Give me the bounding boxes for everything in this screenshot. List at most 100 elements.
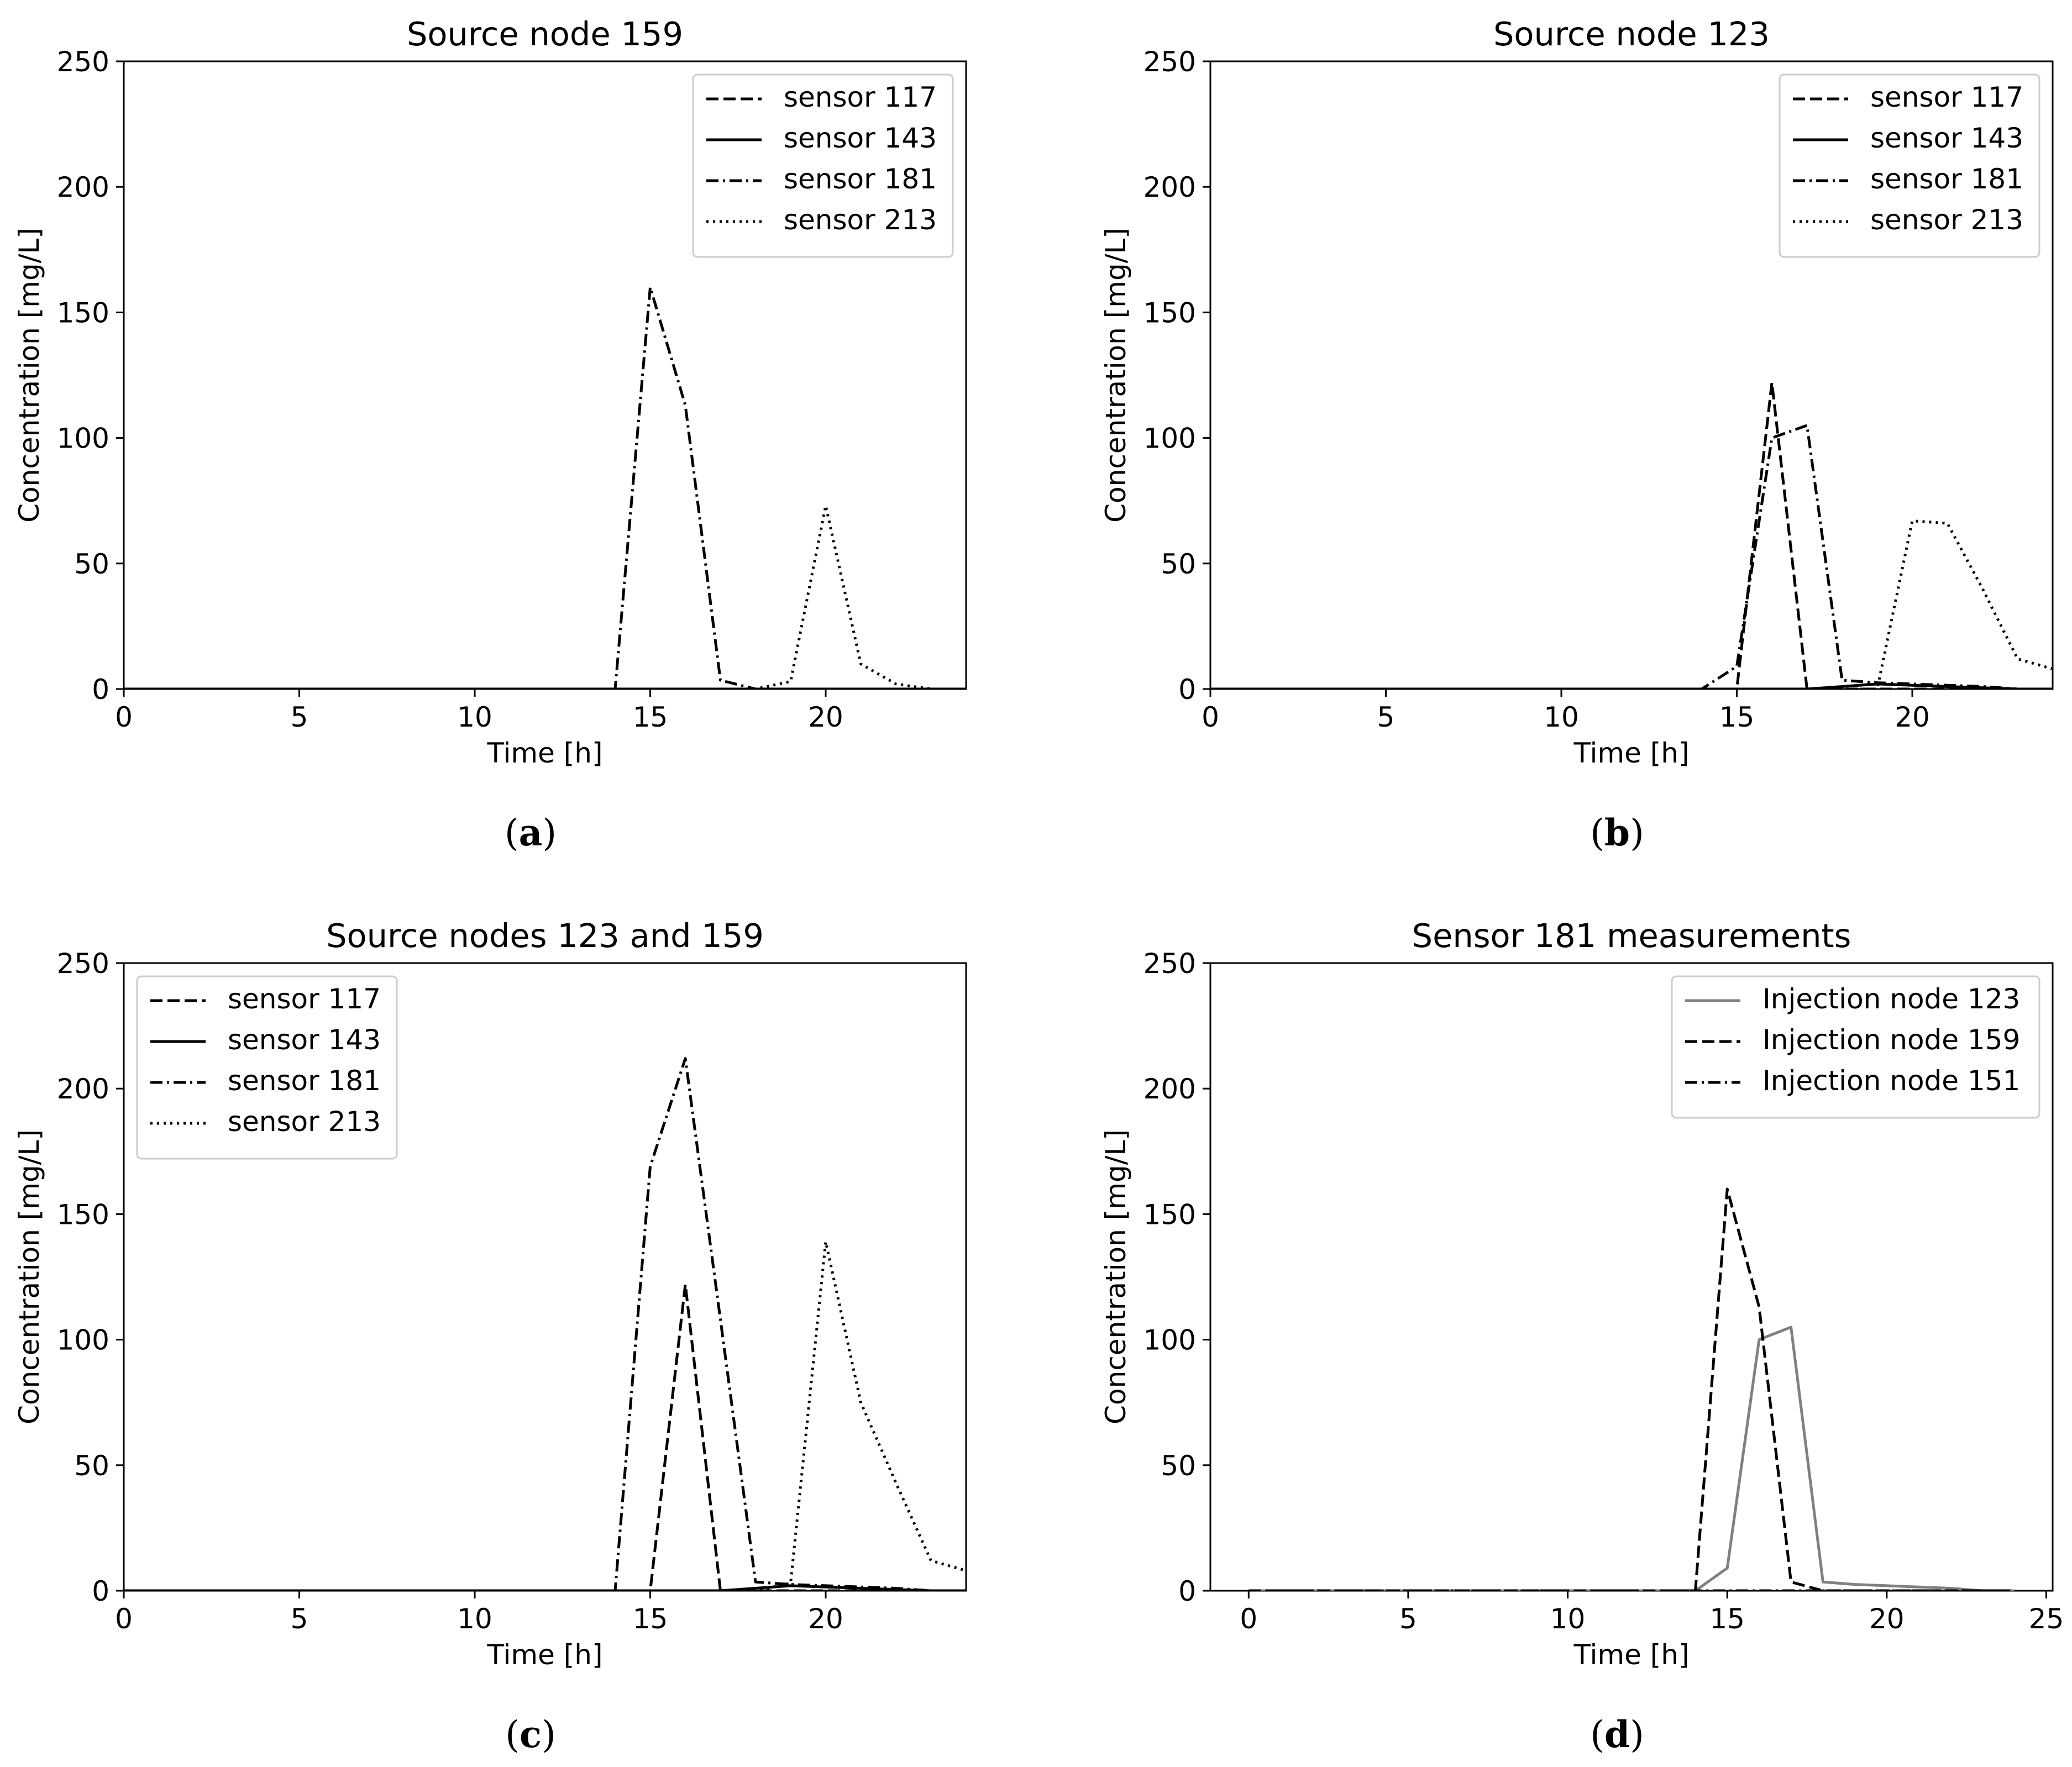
legend-label: Injection node 151 [1762, 1065, 2020, 1097]
plot-title: Source node 159 [407, 15, 683, 53]
x-axis-label: Time [h] [1573, 737, 1690, 769]
subplot-d: Sensor 181 measurements 0 5 10 15 20 25050100… [1100, 917, 2064, 1756]
caption-letter: b [1604, 811, 1630, 854]
x-tick-label: 15 [633, 701, 668, 733]
legend-label: sensor 181 [1870, 163, 2023, 195]
plot-title: Source node 123 [1493, 15, 1770, 53]
legend-label: sensor 117 [784, 81, 937, 113]
y-axis-label: Concentration [mg/L] [13, 1129, 45, 1424]
x-tick-label: 5 [291, 1603, 308, 1635]
series-line [1210, 424, 2053, 689]
series-line [124, 1240, 966, 1591]
panel-caption: (c) [505, 1713, 556, 1756]
x-tick-label: 15 [633, 1603, 668, 1635]
y-tick-label: 250 [57, 948, 109, 980]
legend: sensor 117 sensor 143 sensor 181 sensor 213 [136, 975, 398, 1160]
legend: sensor 117 sensor 143 sensor 181 sensor 213 [692, 73, 954, 258]
y-tick-label: 200 [57, 1073, 109, 1105]
y-tick-label: 100 [57, 423, 109, 455]
legend-box [1779, 73, 2040, 258]
y-tick-label: 100 [57, 1324, 109, 1356]
caption-letter: d [1604, 1713, 1630, 1756]
x-tick-label: 0 [1240, 1603, 1257, 1635]
x-tick-label: 10 [457, 1603, 492, 1635]
legend-box [692, 73, 954, 258]
y-tick-label: 50 [74, 548, 109, 580]
x-tick-label: 0 [115, 1603, 133, 1635]
legend-box [136, 975, 398, 1160]
caption-letter: a [519, 811, 543, 854]
series-layer [124, 1057, 966, 1591]
y-tick-label: 150 [57, 297, 109, 329]
series-line [1249, 1187, 2015, 1591]
x-tick-label: 0 [115, 701, 133, 733]
y-tick-label: 200 [1143, 171, 1196, 203]
legend-label: sensor 181 [784, 163, 937, 195]
y-tick-label: 250 [1143, 948, 1196, 980]
x-tick-label: 10 [457, 701, 492, 733]
legend-box [1671, 975, 2040, 1119]
series-line [1249, 1326, 2015, 1591]
y-tick-label: 0 [1178, 1575, 1196, 1607]
y-tick-label: 0 [92, 1575, 109, 1607]
series-line [124, 504, 966, 689]
legend-label: sensor 213 [784, 204, 937, 236]
series-layer [124, 286, 966, 689]
legend-label: sensor 117 [228, 983, 381, 1015]
x-axis-label: Time [h] [1573, 1639, 1690, 1671]
series-line [124, 1057, 966, 1591]
y-tick-label: 0 [92, 674, 109, 706]
x-tick-label: 20 [1869, 1603, 1905, 1635]
x-tick-label: 25 [2029, 1603, 2064, 1635]
legend-label: Injection node 159 [1762, 1024, 2020, 1056]
panel-caption: (b) [1590, 811, 1644, 854]
y-tick-label: 200 [57, 171, 109, 203]
plot-title: Source nodes 123 and 159 [326, 917, 764, 955]
caption-letter: c [520, 1713, 542, 1756]
y-tick-label: 200 [1143, 1073, 1196, 1105]
legend-label: sensor 213 [1870, 204, 2023, 236]
series-layer [1249, 1187, 2015, 1591]
legend-label: sensor 213 [228, 1106, 381, 1138]
y-axis-label: Concentration [mg/L] [1100, 1129, 1132, 1424]
x-tick-label: 5 [1399, 1603, 1417, 1635]
y-tick-label: 150 [1143, 1198, 1196, 1230]
y-axis-label: Concentration [mg/L] [13, 228, 45, 523]
x-tick-label: 20 [808, 1603, 843, 1635]
legend-label: sensor 117 [1870, 81, 2023, 113]
plot-title: Sensor 181 measurements [1412, 917, 1851, 955]
series-layer [1210, 381, 2053, 689]
y-tick-label: 250 [57, 46, 109, 78]
y-axis-label: Concentration [mg/L] [1100, 228, 1132, 523]
x-axis-label: Time [h] [487, 737, 603, 769]
x-tick-label: 5 [1377, 701, 1395, 733]
y-tick-label: 150 [1143, 297, 1196, 329]
x-tick-label: 5 [291, 701, 308, 733]
panel-caption: (a) [505, 811, 557, 854]
x-tick-label: 20 [1895, 701, 1930, 733]
y-tick-label: 150 [57, 1198, 109, 1230]
x-tick-label: 0 [1202, 701, 1219, 733]
y-tick-label: 0 [1178, 674, 1196, 706]
y-tick-label: 100 [1143, 423, 1196, 455]
legend-label: Injection node 123 [1762, 983, 2020, 1015]
y-tick-label: 250 [1143, 46, 1196, 78]
x-tick-label: 15 [1719, 701, 1755, 733]
x-tick-label: 10 [1544, 701, 1579, 733]
series-line [1210, 682, 2053, 689]
legend-label: sensor 143 [1870, 122, 2023, 154]
y-tick-label: 50 [1161, 1450, 1196, 1482]
panel-caption: (d) [1590, 1713, 1644, 1756]
series-line [1210, 519, 2053, 689]
legend: Injection node 123 Injection node 159 Inje… [1671, 975, 2040, 1119]
x-tick-label: 10 [1550, 1603, 1586, 1635]
x-tick-label: 15 [1709, 1603, 1745, 1635]
subplot-a: Source node 159 0 5 10 15 20050100150200250 … [13, 15, 967, 854]
y-tick-label: 50 [1161, 548, 1196, 580]
subplot-c: Source nodes 123 and 159 0 5 10 15 200501001… [13, 917, 967, 1756]
